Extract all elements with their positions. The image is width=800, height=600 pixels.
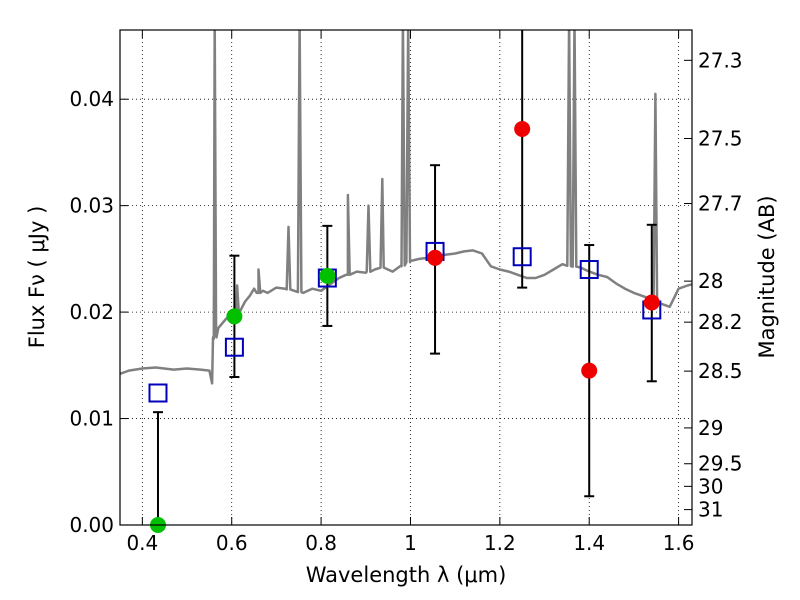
x-tick-label: 1.2	[484, 531, 516, 555]
x-axis-title: Wavelength λ (μm)	[306, 563, 507, 587]
x-tick-label: 1.4	[573, 531, 605, 555]
right-tick-label: 30	[698, 474, 723, 498]
model-point	[224, 337, 244, 357]
model-point	[579, 260, 599, 280]
model-spectrum	[120, 30, 692, 385]
observed-point	[427, 249, 444, 266]
right-tick-label: 28.5	[698, 359, 743, 383]
observed-point	[514, 121, 531, 137]
right-tick-label: 27.7	[698, 192, 743, 216]
axes	[119, 29, 693, 526]
data-points	[148, 121, 662, 533]
y-tick-label: 0.01	[69, 407, 114, 431]
tick-labels: 0.4 0.6 0.8 1 1.2 1.4 1.6 0.00 0.01 0.02 0.03 0.04 2…	[69, 48, 742, 555]
plot-frame	[119, 29, 693, 526]
right-tick-label: 27.5	[698, 126, 743, 150]
right-tick-label: 29.5	[698, 452, 743, 476]
model-point	[512, 247, 532, 267]
model-spectrum-line	[120, 30, 692, 385]
right-tick-label: 29	[698, 416, 723, 440]
y-tick-label: 0.00	[69, 513, 114, 537]
y-axis-title: Flux Fν ( μJy )	[25, 206, 49, 349]
y-tick-label: 0.03	[69, 194, 114, 218]
right-tick-label: 28.2	[698, 310, 743, 334]
right-tick-label: 27.3	[698, 48, 743, 72]
model-point	[148, 383, 168, 403]
observed-point	[226, 308, 243, 325]
x-tick-label: 1	[404, 531, 417, 555]
y-tick-label: 0.02	[69, 300, 114, 324]
y-tick-label: 0.04	[69, 87, 114, 111]
observed-point	[581, 362, 598, 379]
x-tick-label: 1.6	[663, 531, 695, 555]
right-tick-label: 28	[698, 269, 723, 293]
observed-point	[643, 294, 660, 311]
x-tick-label: 0.8	[305, 531, 337, 555]
x-tick-label: 0.4	[126, 531, 158, 555]
right-axis-title: Magnitude (AB)	[755, 195, 779, 358]
x-tick-label: 0.6	[216, 531, 248, 555]
right-tick-label: 31	[698, 498, 723, 522]
observed-point	[319, 267, 336, 284]
